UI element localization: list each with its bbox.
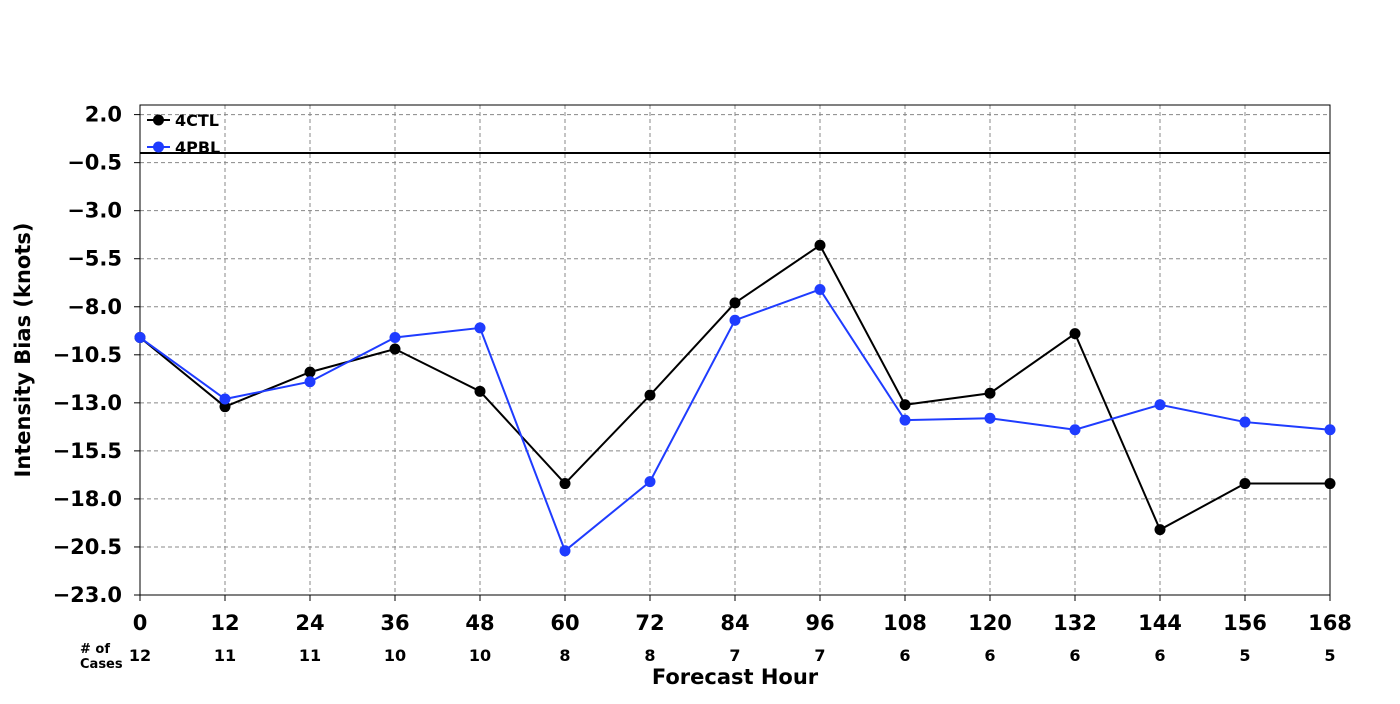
data-point-4pbl bbox=[474, 322, 486, 334]
data-point-4ctl bbox=[1069, 328, 1081, 340]
data-point-4ctl bbox=[899, 399, 911, 411]
legend-marker-4ctl bbox=[153, 114, 164, 126]
data-point-4ctl bbox=[814, 239, 826, 251]
x-tick-label: 24 bbox=[295, 611, 324, 635]
cases-label-line1: # of bbox=[80, 642, 110, 657]
x-tick-label: 12 bbox=[210, 611, 239, 635]
data-point-4ctl bbox=[1154, 524, 1166, 536]
data-point-4ctl bbox=[304, 366, 316, 378]
data-point-4pbl bbox=[304, 376, 316, 388]
case-count-label: 5 bbox=[1239, 646, 1250, 665]
x-tick-label: 144 bbox=[1138, 611, 1182, 635]
case-count-label: 6 bbox=[984, 646, 995, 665]
data-point-4ctl bbox=[559, 478, 571, 490]
x-tick-label: 168 bbox=[1308, 611, 1352, 635]
data-point-4pbl bbox=[1069, 424, 1081, 436]
data-point-4pbl bbox=[899, 414, 911, 426]
y-axis-title: Intensity Bias (knots) bbox=[11, 223, 35, 478]
case-count-label: 5 bbox=[1324, 646, 1335, 665]
data-point-4pbl bbox=[644, 476, 656, 488]
case-count-label: 7 bbox=[729, 646, 740, 665]
case-count-label: 7 bbox=[814, 646, 825, 665]
data-point-4ctl bbox=[474, 385, 486, 397]
x-tick-label: 60 bbox=[550, 611, 579, 635]
y-tick-label: −20.5 bbox=[53, 535, 122, 559]
x-tick-label: 132 bbox=[1053, 611, 1097, 635]
case-count-label: 12 bbox=[129, 646, 151, 665]
y-tick-label: −13.0 bbox=[53, 391, 122, 415]
data-point-4pbl bbox=[1239, 416, 1251, 428]
data-point-4pbl bbox=[814, 283, 826, 295]
cases-label-line2: Cases bbox=[80, 657, 123, 672]
data-point-4ctl bbox=[644, 389, 656, 401]
x-tick-label: 84 bbox=[720, 611, 749, 635]
x-tick-label: 72 bbox=[635, 611, 664, 635]
case-count-label: 10 bbox=[469, 646, 491, 665]
case-count-label: 6 bbox=[1069, 646, 1080, 665]
data-point-4pbl bbox=[984, 412, 996, 424]
data-point-4ctl bbox=[729, 297, 741, 309]
data-point-4pbl bbox=[729, 314, 741, 326]
y-tick-label: −15.5 bbox=[53, 439, 122, 463]
data-point-4ctl bbox=[984, 387, 996, 399]
data-point-4pbl bbox=[1324, 424, 1336, 436]
x-tick-label: 96 bbox=[805, 611, 834, 635]
case-count-label: 11 bbox=[214, 646, 236, 665]
data-point-4pbl bbox=[219, 393, 231, 405]
y-tick-label: −8.0 bbox=[67, 295, 122, 319]
x-tick-label: 156 bbox=[1223, 611, 1267, 635]
x-tick-label: 36 bbox=[380, 611, 409, 635]
case-count-label: 10 bbox=[384, 646, 406, 665]
data-point-4ctl bbox=[1324, 478, 1336, 490]
data-point-4pbl bbox=[134, 332, 146, 344]
case-count-label: 6 bbox=[899, 646, 910, 665]
case-count-label: 6 bbox=[1154, 646, 1165, 665]
data-point-4ctl bbox=[1239, 478, 1251, 490]
y-tick-label: −3.0 bbox=[67, 199, 122, 223]
data-point-4ctl bbox=[219, 401, 231, 413]
x-tick-label: 48 bbox=[465, 611, 494, 635]
y-tick-label: −23.0 bbox=[53, 583, 122, 607]
y-tick-label: −18.0 bbox=[53, 487, 122, 511]
y-tick-label: −0.5 bbox=[67, 151, 122, 175]
y-tick-label: −5.5 bbox=[67, 247, 122, 271]
x-axis-title: Forecast Hour bbox=[652, 665, 819, 689]
data-point-4pbl bbox=[389, 332, 401, 344]
case-count-label: 8 bbox=[559, 646, 570, 665]
legend-label-4ctl: 4CTL bbox=[175, 111, 219, 130]
y-tick-label: −10.5 bbox=[53, 343, 122, 367]
legend-marker-4pbl bbox=[153, 141, 164, 153]
legend-label-4pbl: 4PBL bbox=[175, 138, 220, 157]
x-tick-label: 120 bbox=[968, 611, 1012, 635]
x-tick-label: 0 bbox=[133, 611, 148, 635]
data-point-4pbl bbox=[1154, 399, 1166, 411]
x-tick-label: 108 bbox=[883, 611, 927, 635]
case-count-label: 11 bbox=[299, 646, 321, 665]
data-point-4pbl bbox=[559, 545, 571, 557]
case-count-label: 8 bbox=[644, 646, 655, 665]
y-tick-label: 2.0 bbox=[85, 103, 122, 127]
data-point-4ctl bbox=[389, 343, 401, 355]
